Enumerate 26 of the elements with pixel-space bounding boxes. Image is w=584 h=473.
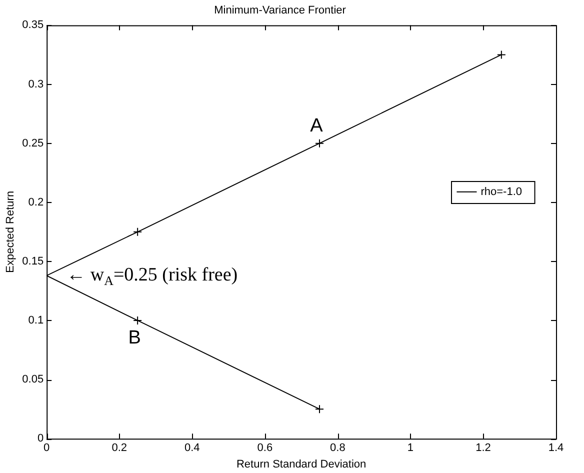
point bbox=[314, 138, 324, 148]
y-tick-label: 0.35 bbox=[22, 19, 44, 32]
point bbox=[314, 404, 324, 414]
x-axis-title: Return Standard Deviation bbox=[236, 458, 366, 470]
y-axis-title: Expected Return bbox=[4, 190, 17, 273]
y-tick-label: 0.3 bbox=[28, 78, 44, 90]
chart-title: Minimum-Variance Frontier bbox=[214, 4, 346, 17]
legend-label: rho=-1.0 bbox=[480, 186, 522, 198]
y-tick-label: 0.25 bbox=[22, 137, 44, 150]
y-tick-label: 0 bbox=[37, 432, 44, 445]
x-tick-label: 1.2 bbox=[476, 442, 491, 454]
point bbox=[133, 316, 142, 325]
x-tick-label: 1 bbox=[407, 442, 414, 454]
y-tick-label: 0.2 bbox=[28, 196, 44, 208]
x-tick-label: 0.2 bbox=[112, 442, 128, 454]
y-tick-label: 0.05 bbox=[22, 374, 44, 386]
annotation: A bbox=[310, 116, 324, 137]
point bbox=[496, 50, 506, 60]
annotation: B bbox=[128, 328, 141, 349]
point bbox=[133, 227, 142, 236]
x-tick-label: 0.6 bbox=[257, 442, 273, 454]
x-tick-label: 0.4 bbox=[184, 442, 200, 454]
y-tick-label: 0.1 bbox=[28, 314, 44, 327]
x-tick-label: 0.8 bbox=[330, 442, 346, 454]
y-tick-label: 0.15 bbox=[22, 255, 44, 268]
x-tick-label: 1.4 bbox=[548, 442, 564, 454]
